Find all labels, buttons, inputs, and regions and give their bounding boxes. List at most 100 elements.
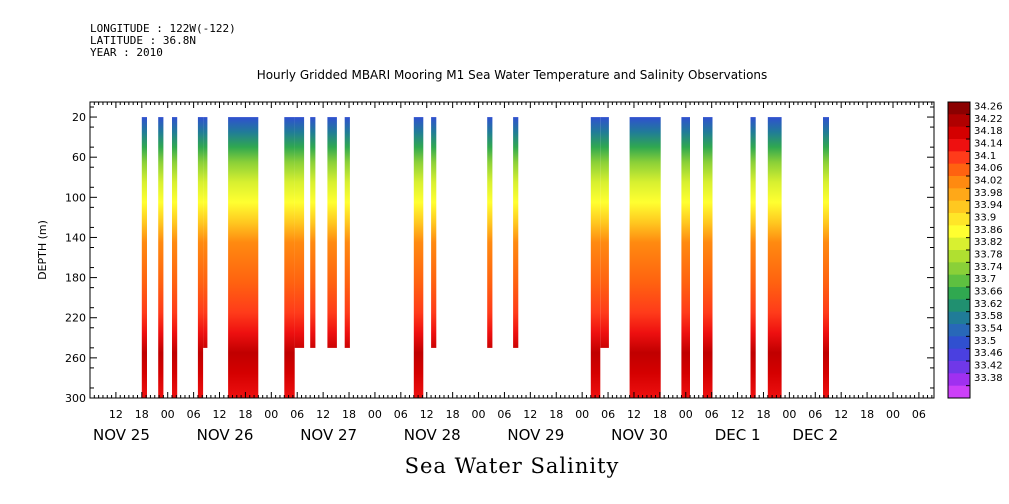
colorbar-label: 33.98 <box>974 188 1003 199</box>
salinity-segment <box>172 117 178 398</box>
x-hour-label: 00 <box>886 408 900 421</box>
x-hour-label: 12 <box>316 408 330 421</box>
salinity-segment <box>228 117 259 398</box>
colorbar-label: 33.42 <box>974 361 1003 372</box>
x-hour-label: 06 <box>290 408 304 421</box>
colorbar-label: 33.38 <box>974 373 1003 384</box>
colorbar-swatch <box>948 151 970 165</box>
x-hour-label: 00 <box>368 408 382 421</box>
colorbar-swatch <box>948 385 970 399</box>
y-tick-label: 20 <box>72 111 86 124</box>
colorbar-swatch <box>948 311 970 325</box>
x-hour-label: 00 <box>679 408 693 421</box>
longitude-label: LONGITUDE : 122W(-122) <box>90 22 236 35</box>
x-hour-label: 18 <box>135 408 149 421</box>
y-axis-label: DEPTH (m) <box>36 220 49 280</box>
salinity-segment <box>431 117 437 348</box>
colorbar-label: 33.62 <box>974 299 1003 310</box>
colorbar-swatch <box>948 225 970 239</box>
colorbar-swatch <box>948 188 970 202</box>
x-hour-label: 12 <box>731 408 745 421</box>
y-tick-label: 220 <box>65 312 86 325</box>
colorbar-swatch <box>948 213 970 226</box>
y-tick-label: 180 <box>65 272 86 285</box>
y-tick-label: 60 <box>72 151 86 164</box>
x-hour-label: 12 <box>420 408 434 421</box>
x-day-label: NOV 28 <box>404 426 461 444</box>
colorbar-swatch <box>948 348 970 362</box>
x-hour-label: 18 <box>757 408 771 421</box>
x-day-label: DEC 1 <box>715 426 761 444</box>
colorbar-label: 33.54 <box>974 324 1003 335</box>
salinity-segment <box>487 117 493 348</box>
colorbar-label: 33.46 <box>974 348 1003 359</box>
x-day-label: NOV 27 <box>300 426 357 444</box>
x-day-label: NOV 25 <box>93 426 150 444</box>
colorbar-swatch <box>948 176 970 189</box>
colorbar-label: 33.82 <box>974 237 1003 248</box>
plot-frame <box>89 101 935 399</box>
x-hour-label: 06 <box>497 408 511 421</box>
salinity-segment <box>141 117 147 398</box>
x-hour-label: 12 <box>109 408 123 421</box>
x-hour-label: 06 <box>394 408 408 421</box>
salinity-segment <box>703 117 713 398</box>
x-hour-label: 06 <box>705 408 719 421</box>
x-hour-label: 00 <box>161 408 175 421</box>
salinity-segment <box>158 117 164 398</box>
x-hour-label: 18 <box>549 408 563 421</box>
colorbar-label: 34.26 <box>974 102 1003 113</box>
salinity-segment <box>629 117 661 398</box>
colorbar-label: 33.7 <box>974 274 996 285</box>
x-hour-label: 06 <box>187 408 201 421</box>
colorbar-label: 33.86 <box>974 225 1003 236</box>
colorbar-swatch <box>948 114 970 128</box>
salinity-segment <box>327 117 337 348</box>
salinity-segment <box>767 117 782 398</box>
x-hour-label: 06 <box>808 408 822 421</box>
salinity-segment <box>513 117 519 348</box>
x-hour-label: 18 <box>238 408 252 421</box>
colorbar-swatch <box>948 250 970 263</box>
salinity-segment <box>310 117 316 348</box>
colorbar-swatch <box>948 373 970 387</box>
colorbar-label: 34.06 <box>974 163 1003 174</box>
year-label: YEAR : 2010 <box>90 46 163 59</box>
chart-title: Hourly Gridded MBARI Mooring M1 Sea Wate… <box>256 68 768 82</box>
colorbar-label: 34.22 <box>974 114 1003 125</box>
x-day-label: NOV 29 <box>507 426 564 444</box>
x-hour-label: 12 <box>834 408 848 421</box>
colorbar-swatch <box>948 139 970 152</box>
colorbar-label: 34.18 <box>974 126 1003 137</box>
x-hour-label: 06 <box>912 408 926 421</box>
x-hour-label: 06 <box>601 408 615 421</box>
x-hour-label: 18 <box>860 408 874 421</box>
x-hour-label: 18 <box>342 408 356 421</box>
y-tick-label: 100 <box>65 191 86 204</box>
x-day-label: DEC 2 <box>792 426 838 444</box>
x-hour-label: 00 <box>782 408 796 421</box>
colorbar-swatch <box>948 287 970 300</box>
colorbar-label: 33.78 <box>974 250 1003 261</box>
colorbar-label: 33.74 <box>974 262 1003 273</box>
salinity-segments <box>141 117 829 398</box>
colorbar-label: 33.66 <box>974 287 1003 298</box>
latitude-label: LATITUDE : 36.8N <box>90 34 196 47</box>
colorbar-swatch <box>948 299 970 313</box>
y-tick-label: 140 <box>65 231 86 244</box>
salinity-segment <box>197 117 204 398</box>
salinity-segment <box>413 117 424 398</box>
y-tick-label: 260 <box>65 352 86 365</box>
x-hour-label: 18 <box>653 408 667 421</box>
x-hour-label: 18 <box>446 408 460 421</box>
colorbar-swatch <box>948 336 970 350</box>
salinity-segment <box>681 117 690 398</box>
colorbar-swatch <box>948 126 970 140</box>
colorbar-swatch <box>948 324 970 337</box>
colorbar-swatch <box>948 262 970 276</box>
colorbar-swatch <box>948 163 970 177</box>
colorbar-label: 33.9 <box>974 213 996 224</box>
salinity-segment <box>750 117 756 398</box>
salinity-segment <box>600 117 609 348</box>
